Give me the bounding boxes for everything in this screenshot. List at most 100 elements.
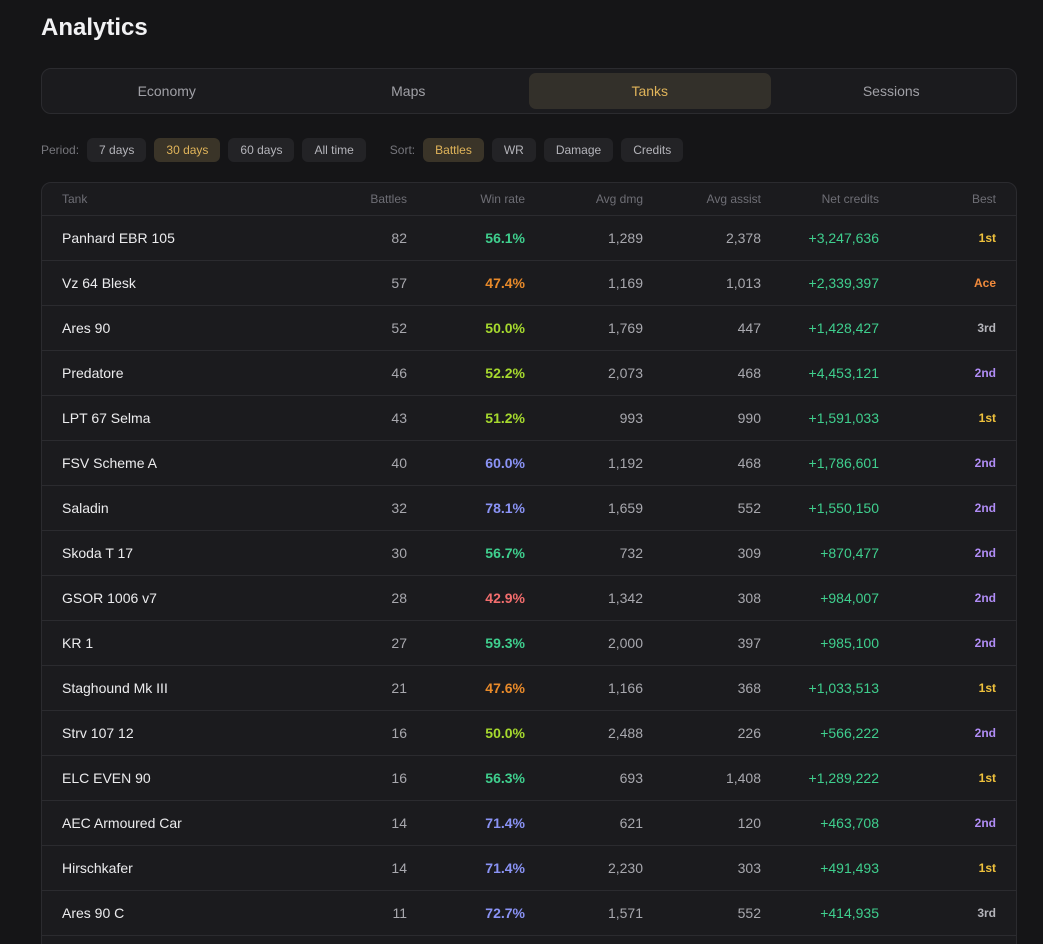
best-badge: 1st (978, 231, 996, 245)
win-rate-cell: 50.0% (485, 725, 525, 741)
best-badge: 2nd (974, 636, 996, 650)
table-row[interactable]: LPT 67 Selma 43 51.2% 993 990 +1,591,033 1st (42, 396, 1016, 441)
tank-name-cell: Saladin (62, 500, 109, 516)
tab-bar: Economy Maps Tanks Sessions (41, 68, 1017, 114)
net-credits-cell: +985,100 (820, 635, 879, 651)
tab-tanks[interactable]: Tanks (529, 73, 771, 109)
table-row[interactable]: KR 1 27 59.3% 2,000 397 +985,100 2nd (42, 621, 1016, 666)
tank-name-cell: AEC Armoured Car (62, 815, 182, 831)
best-badge: 2nd (974, 816, 996, 830)
battles-cell: 43 (391, 410, 407, 426)
table-row[interactable]: GSOR 1006 v7 28 42.9% 1,342 308 +984,007 2nd (42, 576, 1016, 621)
tab-economy[interactable]: Economy (137, 83, 196, 99)
column-header-best[interactable]: Best (971, 192, 996, 206)
column-header-battles[interactable]: Battles (370, 192, 407, 206)
best-badge: 3rd (977, 321, 996, 335)
period-label: Period: (41, 143, 80, 157)
table-row[interactable]: Staghound Mk III 21 47.6% 1,166 368 +1,033,51… (42, 666, 1016, 711)
win-rate-cell: 71.4% (485, 860, 525, 876)
tank-name-cell: GSOR 1006 v7 (62, 590, 157, 606)
win-rate-cell: 56.1% (485, 230, 525, 246)
battles-cell: 30 (391, 545, 407, 561)
avg-dmg-cell: 2,230 (607, 860, 643, 876)
win-rate-cell: 47.4% (485, 275, 525, 291)
table-row[interactable]: Ares 90 C 11 72.7% 1,571 552 +414,935 3rd (42, 891, 1016, 936)
table-row[interactable]: ELC EVEN 90 16 56.3% 693 1,408 +1,289,222 1st (42, 756, 1016, 801)
column-header-tank[interactable]: Tank (62, 192, 88, 206)
sort-damage-chip[interactable]: Damage (543, 138, 614, 162)
best-badge: 1st (978, 771, 996, 785)
sort-battles-chip[interactable]: Battles (423, 138, 484, 162)
net-credits-cell: +463,708 (820, 815, 879, 831)
column-header-win-rate[interactable]: Win rate (480, 192, 525, 206)
win-rate-cell: 42.9% (485, 590, 525, 606)
table-row[interactable]: FSV Scheme A 40 60.0% 1,192 468 +1,786,601 2nd (42, 441, 1016, 486)
table-row[interactable]: Hirschkafer 14 71.4% 2,230 303 +491,493 1st (42, 846, 1016, 891)
avg-dmg-cell: 1,192 (607, 455, 643, 471)
best-badge: 2nd (974, 726, 996, 740)
net-credits-cell: +1,550,150 (808, 500, 879, 516)
win-rate-cell: 51.2% (485, 410, 525, 426)
avg-assist-cell: 368 (737, 680, 761, 696)
win-rate-cell: 56.3% (485, 770, 525, 786)
avg-dmg-cell: 693 (619, 770, 643, 786)
battles-cell: 16 (391, 725, 407, 741)
net-credits-cell: +1,428,427 (808, 320, 879, 336)
sort-wr-chip[interactable]: WR (491, 138, 536, 162)
avg-dmg-cell: 2,000 (607, 635, 643, 651)
tank-name-cell: Ares 90 (62, 320, 111, 336)
avg-assist-cell: 2,378 (725, 230, 761, 246)
period-60-days-chip[interactable]: 60 days (228, 138, 295, 162)
avg-dmg-cell: 2,073 (607, 365, 643, 381)
net-credits-cell: +984,007 (820, 590, 879, 606)
tab-maps[interactable]: Maps (391, 83, 426, 99)
tank-name-cell: Hirschkafer (62, 860, 133, 876)
table-row[interactable]: AEC Armoured Car 14 71.4% 621 120 +463,708 2nd (42, 801, 1016, 846)
net-credits-cell: +2,339,397 (808, 275, 879, 291)
table-row[interactable]: Saladin 32 78.1% 1,659 552 +1,550,150 2nd (42, 486, 1016, 531)
column-header-net-credits[interactable]: Net credits (821, 192, 879, 206)
net-credits-cell: +1,786,601 (808, 455, 879, 471)
page-title: Analytics (41, 14, 148, 41)
net-credits-cell: +566,222 (820, 725, 879, 741)
table-row[interactable]: Vz 64 Blesk 57 47.4% 1,169 1,013 +2,339,397 Ac… (42, 261, 1016, 306)
avg-dmg-cell: 993 (619, 410, 643, 426)
net-credits-cell: +414,935 (820, 905, 879, 921)
table-row[interactable]: Panhard EBR 105 82 56.1% 1,289 2,378 +3,247,6… (42, 216, 1016, 261)
table-row[interactable]: Strv 107 12 16 50.0% 2,488 226 +566,222 2nd (42, 711, 1016, 756)
win-rate-cell: 59.3% (485, 635, 525, 651)
win-rate-cell: 72.7% (485, 905, 525, 921)
battles-cell: 46 (391, 365, 407, 381)
win-rate-cell: 56.7% (485, 545, 525, 561)
avg-dmg-cell: 621 (619, 815, 643, 831)
battles-cell: 27 (391, 635, 407, 651)
column-header-avg-dmg[interactable]: Avg dmg (595, 192, 643, 206)
best-badge: 2nd (974, 456, 996, 470)
tab-sessions[interactable]: Sessions (862, 83, 920, 99)
avg-assist-cell: 309 (737, 545, 761, 561)
table-row[interactable]: Predatore 46 52.2% 2,073 468 +4,453,121 2nd (42, 351, 1016, 396)
avg-assist-cell: 1,408 (725, 770, 761, 786)
period-7-days-chip[interactable]: 7 days (87, 138, 147, 162)
period-30-days-chip[interactable]: 30 days (154, 138, 221, 162)
avg-assist-cell: 552 (737, 500, 761, 516)
tank-name-cell: KR 1 (62, 635, 94, 651)
battles-cell: 57 (391, 275, 407, 291)
filter-bar: Period: 7 days 30 days 60 days All time … (41, 138, 691, 162)
avg-assist-cell: 397 (737, 635, 761, 651)
avg-assist-cell: 468 (737, 455, 761, 471)
battles-cell: 52 (391, 320, 407, 336)
battles-cell: 11 (392, 905, 407, 921)
best-badge: 1st (978, 861, 996, 875)
avg-dmg-cell: 1,169 (607, 275, 643, 291)
column-header-avg-assist[interactable]: Avg assist (706, 192, 761, 206)
period-all-time-chip[interactable]: All time (302, 138, 366, 162)
win-rate-cell: 78.1% (485, 500, 525, 516)
best-badge: 2nd (974, 591, 996, 605)
table-row[interactable]: Skoda T 17 30 56.7% 732 309 +870,477 2nd (42, 531, 1016, 576)
sort-credits-chip[interactable]: Credits (621, 138, 684, 162)
tanks-table: Tank Battles Win rate Avg dmg Avg assist… (41, 182, 1017, 944)
table-row[interactable]: Ares 90 52 50.0% 1,769 447 +1,428,427 3rd (42, 306, 1016, 351)
win-rate-cell: 50.0% (485, 320, 525, 336)
avg-assist-cell: 552 (737, 905, 761, 921)
